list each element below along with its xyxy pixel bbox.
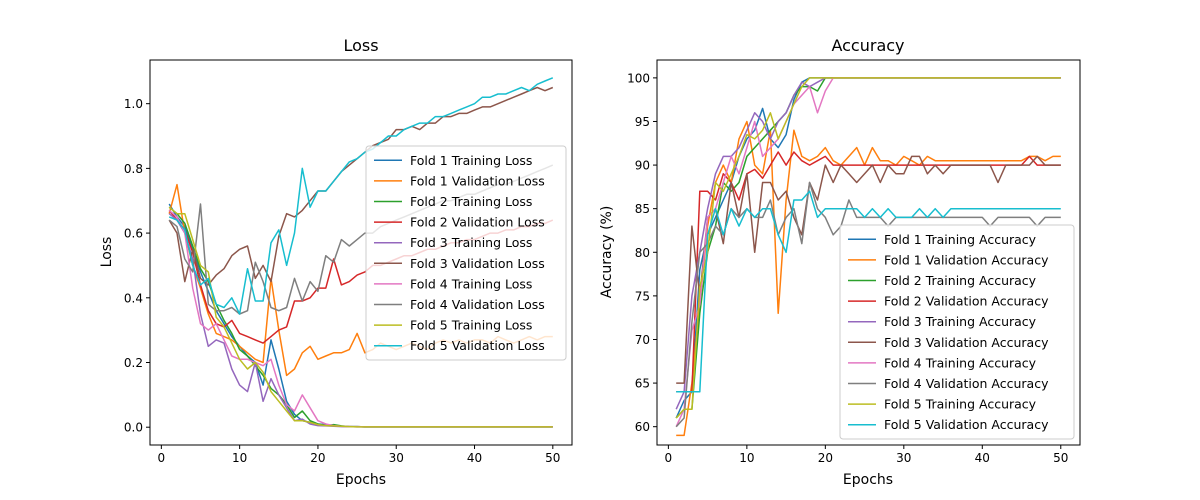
loss-legend-label: Fold 4 Validation Loss [410,297,545,312]
loss-y-tick-label: 0.4 [124,291,143,305]
loss-y-tick-label: 1.0 [124,97,143,111]
loss-x-axis-label: Epochs [336,472,386,488]
accuracy-legend-label: Fold 4 Validation Accuracy [884,376,1049,391]
accuracy-line-fold-2-validation-accuracy [676,151,1061,393]
loss-legend-label: Fold 3 Validation Loss [410,256,545,271]
loss-legend-label: Fold 5 Training Loss [410,318,532,333]
loss-x-tick-label: 10 [232,451,247,465]
loss-legend-box [365,145,567,361]
accuracy-line-fold-5-training-accuracy [675,77,1061,419]
accuracy-x-axis-label: Epochs [843,472,893,488]
accuracy-y-tick-label: 70 [635,333,650,347]
loss-x-tick-label: 50 [545,451,560,465]
accuracy-legend-label: Fold 3 Training Accuracy [884,314,1037,329]
accuracy-y-tick-label: 65 [635,377,650,391]
loss-legend-label: Fold 1 Training Loss [410,153,532,168]
loss-line-fold-5-training-loss [168,206,553,428]
accuracy-x-tick-label: 0 [665,451,673,465]
accuracy-y-tick-label: 100 [627,71,650,85]
loss-chart-title: Loss [343,36,378,55]
accuracy-legend-label: Fold 2 Training Accuracy [884,273,1037,288]
accuracy-legend-label: Fold 5 Training Accuracy [884,397,1037,412]
accuracy-ticks: 0 10 20 30 40 50 60 65 70 75 80 85 90 95 100 [627,71,1068,465]
loss-legend-label: Fold 4 Training Loss [410,276,532,291]
loss-chart: Loss 0 10 20 30 40 50 0.0 0.2 0.4 0.6 0.8 1.0 Epoch… [99,36,573,488]
loss-legend: Fold 1 Training Loss Fold 1 Validation Lo… [365,145,567,361]
accuracy-y-tick-label: 90 [635,159,650,173]
accuracy-legend-label: Fold 3 Validation Accuracy [884,335,1049,350]
accuracy-line-fold-5-validation-accuracy [676,190,1061,393]
accuracy-y-axis-label: Accuracy (%) [599,206,615,299]
loss-x-tick-label: 40 [467,451,482,465]
accuracy-x-tick-label: 40 [975,451,990,465]
accuracy-legend-label: Fold 1 Training Accuracy [884,232,1037,247]
accuracy-y-tick-label: 80 [635,246,650,260]
accuracy-legend-label: Fold 1 Validation Accuracy [884,252,1049,267]
accuracy-chart-title: Accuracy [831,36,904,55]
accuracy-chart: Accuracy 0 10 20 30 40 506065707580859095100 … [599,36,1081,488]
accuracy-x-tick-label: 30 [896,451,911,465]
loss-legend-label: Fold 2 Training Loss [410,194,532,209]
accuracy-legend: Fold 1 Training Accuracy Fold 1 Validatio… [839,224,1075,440]
accuracy-x-tick-label: 50 [1053,451,1068,465]
loss-y-axis-label: Loss [99,237,115,268]
accuracy-y-tick-label: 75 [635,289,650,303]
loss-axes-frame [149,59,573,446]
loss-x-tick-label: 20 [310,451,325,465]
accuracy-legend-label: Fold 5 Validation Accuracy [884,417,1049,432]
loss-legend-label: Fold 1 Validation Loss [410,173,545,188]
loss-y-tick-label: 0.0 [124,421,143,435]
loss-x-tick-label: 0 [158,451,166,465]
loss-y-tick-label: 0.8 [124,162,143,176]
accuracy-line-fold-1-validation-accuracy [676,120,1061,437]
accuracy-legend-label: Fold 2 Validation Accuracy [884,294,1049,309]
loss-legend-label: Fold 3 Training Loss [410,235,532,250]
loss-y-tick-label: 0.6 [124,227,143,241]
loss-legend-label: Fold 2 Validation Loss [410,215,545,230]
accuracy-y-tick-label: 85 [635,202,650,216]
loss-ticks: 0 10 20 30 40 50 0.0 0.2 0.4 0.6 0.8 1.0 [124,97,561,465]
accuracy-line-fold-3-validation-accuracy [676,155,1061,384]
loss-line-fold-5-validation-loss [168,77,554,315]
accuracy-legend-label: Fold 4 Training Accuracy [884,355,1037,370]
accuracy-series-lines [675,77,1061,437]
loss-y-tick-label: 0.2 [124,356,143,370]
accuracy-x-tick-label: 20 [818,451,833,465]
accuracy-y-tick-label: 60 [635,420,650,434]
loss-x-tick-label: 30 [389,451,404,465]
accuracy-y-tick-label: 95 [635,115,650,129]
loss-legend-label: Fold 5 Validation Loss [410,338,545,353]
accuracy-legend-box [839,224,1075,440]
accuracy-x-tick-label: 10 [739,451,754,465]
accuracy-line-fold-4-validation-accuracy [675,181,1061,428]
